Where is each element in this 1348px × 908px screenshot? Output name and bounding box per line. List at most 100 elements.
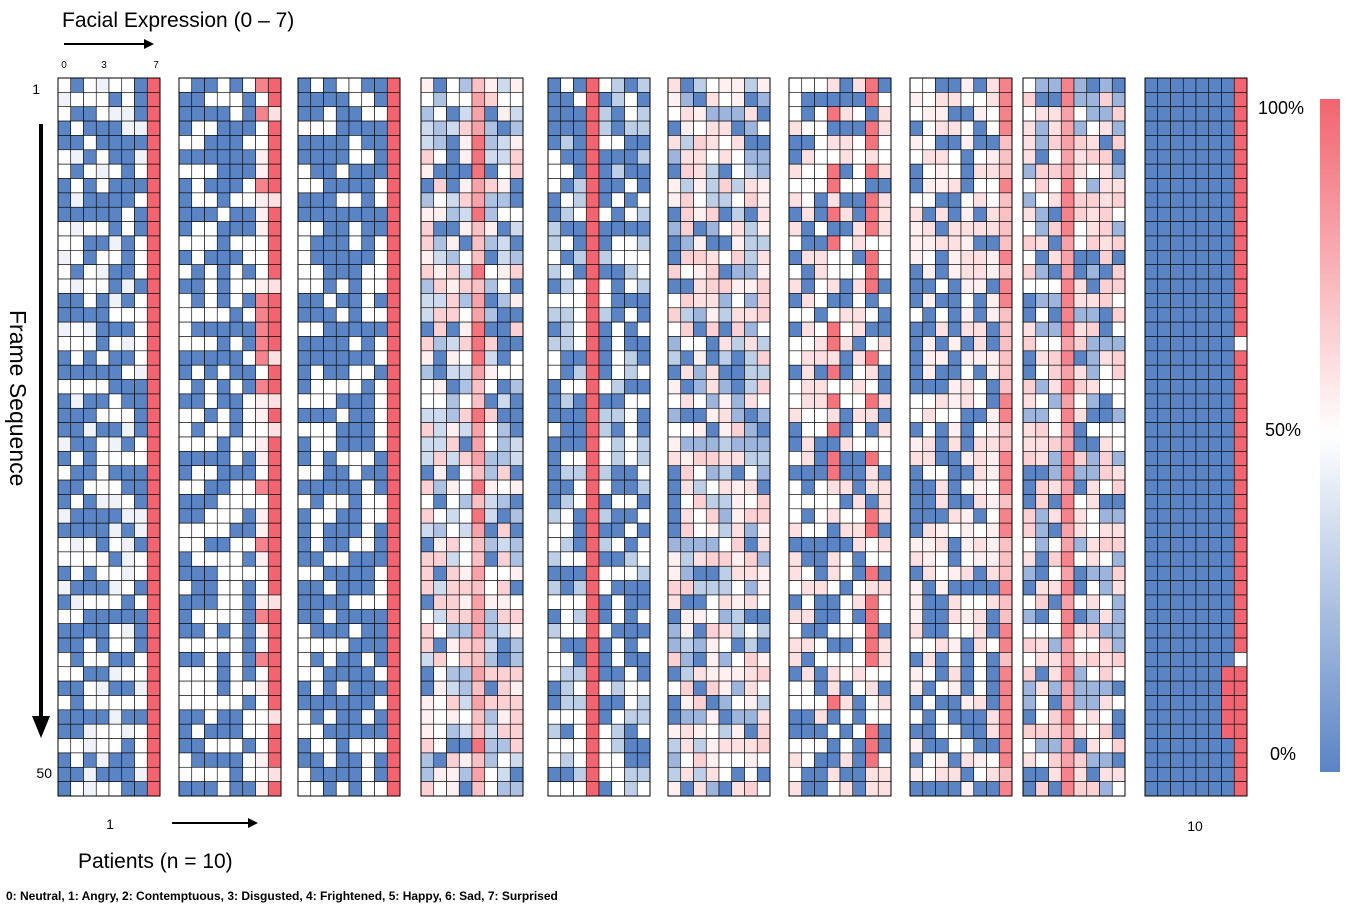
heatmap-cell <box>267 623 282 639</box>
heatmap-cell <box>1157 580 1171 596</box>
heatmap-cell <box>547 752 562 768</box>
heatmap-cell <box>788 221 803 237</box>
heatmap-cell <box>242 766 256 782</box>
heatmap-cell <box>1144 436 1159 452</box>
heatmap-cell <box>865 565 879 581</box>
heatmap-cell <box>146 609 161 624</box>
heatmap-cell <box>922 92 936 108</box>
heatmap-cell <box>680 494 694 510</box>
heatmap-cell <box>1233 680 1248 696</box>
heatmap-cell <box>922 508 936 524</box>
heatmap-cell <box>310 508 324 524</box>
heatmap-cell <box>814 235 828 251</box>
heatmap-cell <box>433 752 447 768</box>
heatmap-cell <box>471 580 486 596</box>
heatmap-cell <box>998 106 1013 122</box>
heatmap-cell <box>484 163 498 179</box>
heatmap-cell <box>1170 752 1184 768</box>
heatmap-cell <box>1221 163 1235 179</box>
heatmap-cell <box>1073 278 1088 294</box>
heatmap-cell <box>1086 666 1100 682</box>
heatmap-cell <box>509 479 524 495</box>
heatmap-cell <box>121 379 135 395</box>
heatmap-cell <box>134 264 148 280</box>
heatmap-cell <box>83 680 97 696</box>
heatmap-cell <box>335 609 350 624</box>
heatmap-cell <box>986 652 1000 668</box>
heatmap-cell <box>718 537 733 553</box>
heatmap-cell <box>146 135 161 151</box>
heatmap-cell <box>497 494 511 510</box>
heatmap-cell <box>598 479 613 495</box>
heatmap-cell <box>204 652 218 668</box>
heatmap-cell <box>446 221 460 237</box>
heatmap-cell <box>471 178 486 194</box>
heatmap-cell <box>636 551 651 567</box>
heatmap-cell <box>216 451 231 467</box>
heatmap-cell <box>718 465 733 481</box>
heatmap-cell <box>814 695 828 711</box>
heatmap-cell <box>361 422 375 438</box>
heatmap-cell <box>134 77 148 93</box>
heatmap-cell <box>134 321 148 337</box>
heatmap-cell <box>756 135 771 151</box>
heatmap-cell <box>1195 278 1210 294</box>
heatmap-cell <box>361 551 375 567</box>
heatmap-cell <box>573 163 587 179</box>
heatmap-cell <box>335 766 350 782</box>
heatmap-cell <box>560 723 574 739</box>
heatmap-cell <box>909 623 924 639</box>
heatmap-cell <box>216 494 231 510</box>
heatmap-cell <box>134 393 148 409</box>
heatmap-cell <box>814 508 828 524</box>
heatmap-cell <box>178 537 193 553</box>
heatmap-cell <box>922 537 936 553</box>
heatmap-cell <box>1170 565 1184 581</box>
heatmap-cell <box>310 738 324 754</box>
heatmap-cell <box>636 565 651 581</box>
heatmap-cell <box>731 695 745 711</box>
heatmap-cell <box>788 609 803 624</box>
heatmap-cell <box>852 723 866 739</box>
heatmap-cell <box>1208 250 1222 265</box>
heatmap-cell <box>1111 250 1126 265</box>
heatmap-cell <box>297 436 312 452</box>
heatmap-cell <box>598 551 613 567</box>
heatmap-cell <box>705 709 720 725</box>
heatmap-cell <box>1208 178 1222 194</box>
heatmap-cell <box>386 278 401 294</box>
heatmap-cell <box>146 293 161 309</box>
heatmap-cell <box>636 221 651 237</box>
heatmap-cell <box>560 422 574 438</box>
heatmap-cell <box>1099 680 1113 696</box>
heatmap-cell <box>471 92 486 108</box>
heatmap-cell <box>814 250 828 265</box>
heatmap-cell <box>960 551 975 567</box>
heatmap-cell <box>348 537 363 553</box>
heatmap-cell <box>95 680 110 696</box>
heatmap-cell <box>204 752 218 768</box>
heatmap-cell <box>310 652 324 668</box>
heatmap-cell <box>585 163 600 179</box>
heatmap-cell <box>1182 135 1197 151</box>
heatmap-cell <box>242 623 256 639</box>
heatmap-cell <box>471 609 486 624</box>
heatmap-cell <box>57 393 72 409</box>
heatmap-cell <box>178 522 193 538</box>
heatmap-cell <box>1073 609 1088 624</box>
heatmap-cell <box>178 350 193 366</box>
heatmap-cell <box>70 120 84 136</box>
heatmap-cell <box>636 278 651 294</box>
heatmap-cell <box>1182 637 1197 653</box>
heatmap-cell <box>1060 321 1075 337</box>
heatmap-cell <box>146 594 161 610</box>
heatmap-cell <box>624 752 638 768</box>
heatmap-cell <box>705 479 720 495</box>
heatmap-cell <box>178 422 193 438</box>
heatmap-cell <box>756 278 771 294</box>
heatmap-cell <box>744 350 758 366</box>
heatmap-cell <box>297 494 312 510</box>
heatmap-cell <box>497 250 511 265</box>
heatmap-cell <box>374 465 388 481</box>
heatmap-cell <box>998 637 1013 653</box>
